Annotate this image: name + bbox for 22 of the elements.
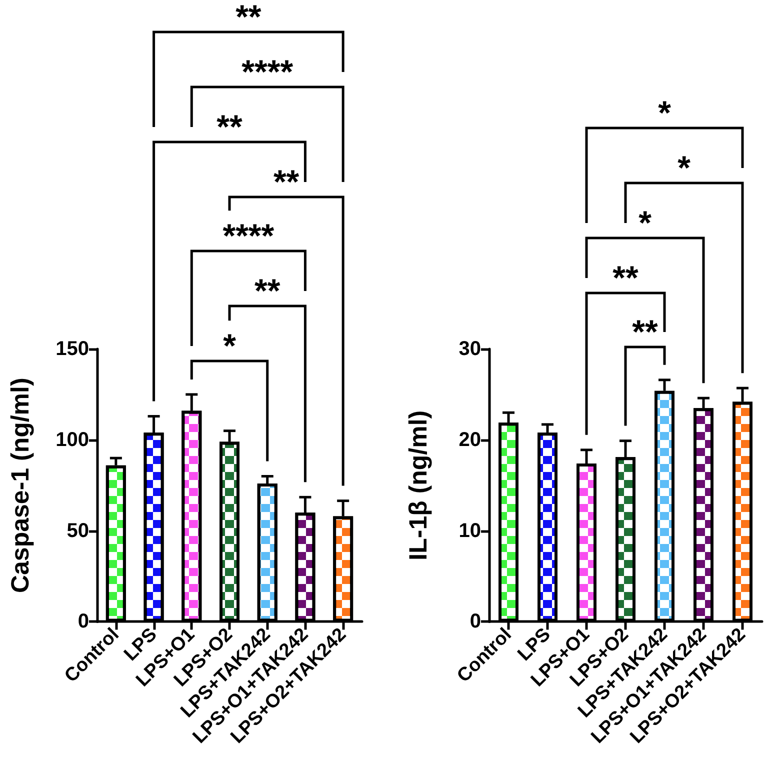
annotation: **	[632, 313, 658, 350]
text: *	[658, 94, 672, 131]
y-tick-label: 50	[66, 520, 89, 542]
y-tick-label: 10	[458, 520, 481, 542]
text: *	[678, 149, 691, 186]
y-tick-label: 0	[470, 610, 481, 633]
text: *	[638, 204, 652, 241]
text: **	[236, 0, 262, 35]
y-tick-label: 0	[78, 610, 89, 633]
y-axis-title: IL-1β (ng/ml)	[404, 410, 432, 560]
y-tick-label: 20	[458, 428, 481, 451]
text: **	[273, 163, 300, 200]
y-tick-label: 30	[458, 338, 481, 360]
text: ****	[242, 53, 294, 90]
text: **	[216, 108, 242, 145]
text: **	[254, 272, 280, 309]
y-axis-title: Caspase-1 (ng/ml)	[6, 378, 34, 594]
annotation: *	[223, 327, 236, 364]
text: **	[612, 259, 638, 296]
text: ****	[222, 217, 274, 254]
y-tick-label: 150	[56, 338, 89, 360]
y-tick-label: 100	[56, 428, 89, 451]
